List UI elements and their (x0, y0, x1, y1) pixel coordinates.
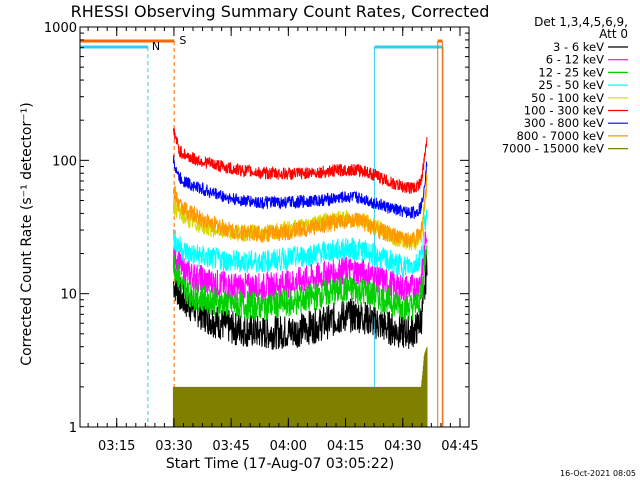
interval-labels: SN (152, 34, 186, 53)
timestamp: 16-Oct-2021 08:05 (560, 469, 636, 478)
saa-interval (80, 39, 175, 427)
night-interval (80, 45, 149, 427)
interval-label-n: N (152, 40, 160, 53)
x-tick-label: 04:00 (270, 439, 307, 454)
legend-entry: 800 - 7000 keV (516, 129, 628, 143)
x-tick-label: 03:30 (155, 439, 192, 454)
night-interval (373, 45, 444, 427)
interval-label-s: S (179, 34, 186, 47)
y-tick-label: 1000 (44, 21, 77, 36)
series-line-12-25- (172, 244, 428, 322)
data-series (172, 128, 428, 427)
legend-header-detectors: Det 1,3,4,5,6,9, (534, 15, 628, 29)
series-line-800-7000- (172, 172, 428, 248)
legend-entry: 300 - 800 keV (524, 116, 628, 130)
time-intervals (80, 39, 444, 427)
x-axis: 03:15 03:30 03:45 04:00 04:15 04:30 04:45 (87, 27, 479, 454)
legend-entry: 6 - 12 keV (546, 53, 628, 67)
legend-label: 300 - 800 keV (524, 116, 604, 130)
saa-interval (437, 39, 443, 427)
series-line-300-800- (172, 155, 428, 220)
legend-label: 25 - 50 keV (538, 78, 604, 92)
legend-label: 100 - 300 keV (524, 104, 604, 118)
x-axis-label: Start Time (17-Aug-07 03:05:22) (166, 456, 394, 472)
series-line-6-12- (172, 230, 428, 302)
y-axis-label: Corrected Count Rate (s⁻¹ detector⁻¹) (19, 102, 35, 365)
y-tick-label: 1 (69, 421, 77, 436)
series-line-100-300- (172, 128, 428, 194)
y-axis: 1 10 100 1000 (44, 21, 469, 436)
legend-label: 50 - 100 keV (531, 91, 604, 105)
x-tick-label: 04:15 (327, 439, 364, 454)
legend-entry: 7000 - 15000 keV (502, 142, 628, 156)
x-tick-label: 03:15 (98, 439, 135, 454)
chart-title: RHESSI Observing Summary Count Rates, Co… (71, 2, 490, 21)
series-line-3-6- (172, 254, 428, 350)
x-tick-label: 04:45 (441, 439, 478, 454)
legend-label: 800 - 7000 keV (516, 129, 604, 143)
series-line (172, 346, 428, 427)
plot-frame (79, 26, 470, 428)
legend-label: 3 - 6 keV (553, 40, 604, 54)
legend-entry: 25 - 50 keV (538, 78, 628, 92)
legend-entry: 50 - 100 keV (531, 91, 628, 105)
x-tick-label: 03:45 (212, 439, 249, 454)
series-line-25-50- (172, 208, 428, 279)
y-tick-label: 10 (60, 288, 77, 303)
legend-label: 12 - 25 keV (538, 65, 604, 79)
legend-entry: 3 - 6 keV (553, 40, 628, 54)
y-tick-label: 100 (52, 154, 77, 169)
legend-entry: 100 - 300 keV (524, 104, 628, 118)
series-7000-15000-kev (172, 346, 428, 427)
legend-label: 7000 - 15000 keV (502, 142, 604, 156)
legend-entry: 12 - 25 keV (538, 65, 628, 79)
x-tick-label: 04:30 (384, 439, 421, 454)
legend-header-attenuator: Att 0 (599, 27, 628, 41)
legend-label: 6 - 12 keV (546, 53, 604, 67)
